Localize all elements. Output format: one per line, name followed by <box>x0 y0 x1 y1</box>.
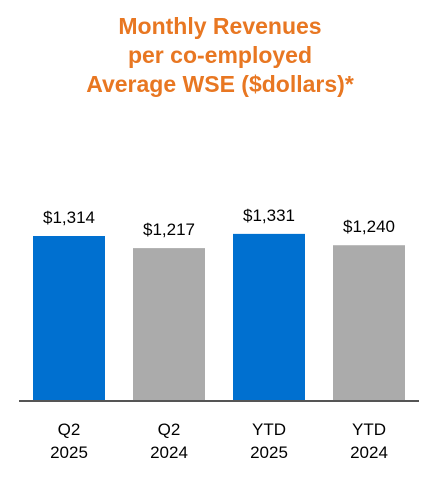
data-label-4: $1,240 <box>343 217 395 236</box>
title-line-3: Average WSE ($dollars)* <box>86 71 354 97</box>
bar-1 <box>33 236 105 400</box>
category-label-3-line-1: YTD <box>252 420 286 439</box>
category-labels-group: Q2 2025 Q2 2024 YTD 2025 YTD 2024 <box>50 420 388 462</box>
category-label-4-line-2: 2024 <box>350 443 388 462</box>
category-label-2-line-2: 2024 <box>150 443 188 462</box>
data-label-2: $1,217 <box>143 220 195 239</box>
data-label-3: $1,331 <box>243 206 295 225</box>
category-label-1-line-1: Q2 <box>58 420 81 439</box>
category-label-1-line-2: 2025 <box>50 443 88 462</box>
title-line-2: per co-employed <box>127 42 313 68</box>
bar-4 <box>333 245 405 400</box>
data-label-1: $1,314 <box>43 208 95 227</box>
category-label-4-line-1: YTD <box>352 420 386 439</box>
data-labels-group: $1,314 $1,217 $1,331 $1,240 <box>43 206 395 239</box>
chart-title: Monthly Revenues per co-employed Average… <box>0 12 440 99</box>
bars-group <box>33 233 405 400</box>
category-label-3-line-2: 2025 <box>250 443 288 462</box>
bar-2 <box>133 248 205 400</box>
title-line-1: Monthly Revenues <box>118 13 322 39</box>
bar-3 <box>233 233 305 400</box>
category-label-2-line-1: Q2 <box>158 420 181 439</box>
